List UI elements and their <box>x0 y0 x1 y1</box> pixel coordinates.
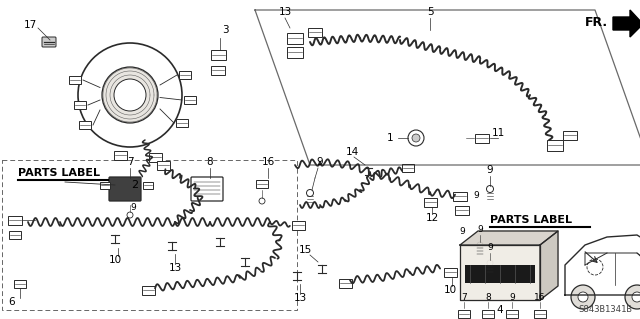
Text: 14: 14 <box>346 147 358 157</box>
Circle shape <box>307 189 314 197</box>
Text: 9: 9 <box>487 243 493 253</box>
Text: 9: 9 <box>459 227 465 236</box>
Text: 2: 2 <box>131 180 139 190</box>
Text: PARTS LABEL: PARTS LABEL <box>18 168 100 178</box>
Bar <box>402 164 414 172</box>
Bar <box>74 101 86 109</box>
Circle shape <box>127 212 133 218</box>
Text: PARTS LABEL: PARTS LABEL <box>490 215 572 225</box>
FancyBboxPatch shape <box>191 177 223 201</box>
Bar <box>291 220 305 229</box>
Text: 9: 9 <box>477 226 483 234</box>
Text: 11: 11 <box>492 128 504 138</box>
Text: FR.: FR. <box>585 16 608 28</box>
Bar <box>256 180 268 188</box>
Text: 4: 4 <box>497 305 503 315</box>
Bar <box>9 231 21 239</box>
Bar <box>475 133 489 143</box>
Text: 9: 9 <box>473 190 479 199</box>
Bar <box>455 205 469 214</box>
Text: 16: 16 <box>534 293 546 302</box>
Polygon shape <box>540 231 558 300</box>
Text: 6: 6 <box>9 297 15 307</box>
Polygon shape <box>613 10 640 37</box>
FancyBboxPatch shape <box>42 37 56 47</box>
Text: 15: 15 <box>298 245 312 255</box>
Text: 16: 16 <box>261 157 275 167</box>
Circle shape <box>487 260 493 266</box>
Bar <box>465 265 535 283</box>
Text: 13: 13 <box>293 293 307 303</box>
Circle shape <box>632 292 640 302</box>
Bar <box>69 76 81 84</box>
Circle shape <box>114 79 146 111</box>
Text: 1: 1 <box>387 133 394 143</box>
Bar <box>184 96 196 104</box>
Text: 9: 9 <box>486 165 493 175</box>
Bar <box>8 216 22 225</box>
Bar <box>308 27 322 36</box>
Bar <box>79 121 91 129</box>
Bar <box>14 280 26 288</box>
Circle shape <box>578 292 588 302</box>
Bar <box>179 71 191 79</box>
Bar <box>444 268 456 277</box>
Text: 5: 5 <box>427 7 433 17</box>
Bar <box>563 130 577 139</box>
Text: 17: 17 <box>24 20 36 30</box>
Text: S843B1341B: S843B1341B <box>579 305 632 314</box>
Circle shape <box>625 285 640 309</box>
Text: 3: 3 <box>221 25 228 35</box>
Bar <box>176 119 188 127</box>
Bar <box>506 310 518 318</box>
Bar <box>534 310 546 318</box>
Bar <box>339 278 351 287</box>
Text: 7: 7 <box>127 157 133 167</box>
Circle shape <box>477 242 483 248</box>
Text: 13: 13 <box>168 263 182 273</box>
Bar <box>157 160 170 169</box>
Polygon shape <box>565 235 640 295</box>
Bar <box>211 65 225 75</box>
Bar <box>453 191 467 201</box>
Bar <box>458 310 470 318</box>
Bar <box>547 139 563 151</box>
Text: 7: 7 <box>461 293 467 302</box>
Text: 10: 10 <box>444 285 456 295</box>
Circle shape <box>486 186 493 192</box>
Text: 9: 9 <box>509 293 515 302</box>
Bar <box>287 33 303 43</box>
Circle shape <box>412 134 420 142</box>
Polygon shape <box>460 245 540 300</box>
Bar <box>113 151 127 160</box>
Text: 13: 13 <box>278 7 292 17</box>
Bar <box>424 197 436 206</box>
Text: 9: 9 <box>130 203 136 211</box>
Text: 8: 8 <box>207 157 213 167</box>
Bar <box>141 286 154 294</box>
Circle shape <box>408 130 424 146</box>
Circle shape <box>571 285 595 309</box>
Text: 8: 8 <box>485 293 491 302</box>
Circle shape <box>78 43 182 147</box>
Polygon shape <box>460 231 558 245</box>
Bar <box>100 182 110 189</box>
Text: 10: 10 <box>108 255 122 265</box>
Bar <box>482 310 494 318</box>
Bar <box>211 50 225 60</box>
FancyBboxPatch shape <box>109 177 141 201</box>
Bar <box>2 160 297 310</box>
Circle shape <box>259 198 265 204</box>
Circle shape <box>102 67 158 123</box>
Bar <box>143 182 153 189</box>
Text: 9: 9 <box>317 157 323 167</box>
Bar <box>148 152 161 161</box>
Bar <box>287 47 303 57</box>
Text: 12: 12 <box>426 213 438 223</box>
